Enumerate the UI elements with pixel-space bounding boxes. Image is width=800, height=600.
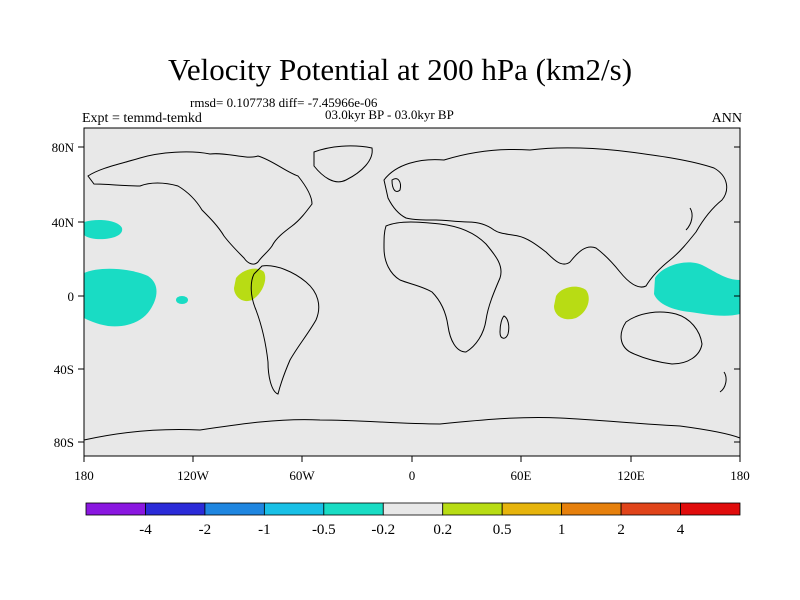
positive-patch-indian-ocean [554,286,589,320]
lon-label-120w: 120W [177,468,210,483]
coast-antarctica [83,416,741,441]
colorbar-label: -0.2 [371,522,395,538]
longitude-labels: 180 120W 60W 0 60E 120E 180 [74,468,750,483]
lon-label-180w: 180 [74,468,94,483]
negative-patch-pacific-north [84,220,123,240]
lat-label-40s: 40S [54,362,74,377]
coast-madagascar [499,315,510,339]
colorbar-label: -2 [199,522,212,538]
lat-label-40n: 40N [52,215,75,230]
negative-patch-west-pacific [654,262,740,316]
colorbar-swatch [85,502,146,516]
lon-label-60w: 60W [289,468,315,483]
lon-label-120e: 120E [617,468,645,483]
colorbar-label: 1 [558,522,566,538]
season-label: ANN [711,111,742,126]
lat-label-0: 0 [68,289,75,304]
colorbar-swatch [442,502,503,516]
colorbar-label: -1 [258,522,271,538]
coast-new-zealand [719,371,727,393]
colorbar-label: -0.5 [312,522,336,538]
colorbar-swatch [382,502,444,516]
coast-australia [620,311,703,365]
colorbar-swatch [680,502,741,516]
positive-patch-central-america [234,268,266,302]
coast-south-america [250,265,320,395]
map-title: Velocity Potential at 200 hPa (km2/s) [167,52,633,87]
negative-patch-pacific-equator [84,268,157,327]
axis-ticks [78,146,741,462]
coast-greenland [313,145,373,183]
anomaly-patches [84,220,740,327]
map-background [84,128,740,456]
experiment-label: Expt = temmd-temkd [82,111,202,126]
lon-label-60e: 60E [511,468,532,483]
lon-label-180e: 180 [730,468,750,483]
period-subtitle: 03.0kyr BP - 03.0kyr BP [325,107,454,122]
lon-label-0: 0 [409,468,416,483]
coast-africa [383,221,502,353]
colorbar-swatch [204,502,265,516]
latitude-labels: 80N 40N 0 40S 80S [52,140,75,450]
colorbar-swatch [561,502,622,516]
colorbar-swatch [145,502,206,516]
coast-uk [391,178,401,193]
colorbar-label: 2 [617,522,625,538]
colorbar-swatch [263,502,325,516]
colorbar: -4 -2 -1 -0.5 -0.2 0.2 0.5 1 2 4 [85,502,741,538]
colorbar-label: 4 [677,522,685,538]
colorbar-swatch [501,502,563,516]
coast-north-america [87,151,313,265]
negative-patch-small [176,296,188,304]
colorbar-swatch [323,502,384,516]
stats-subtitle: rmsd= 0.107738 diff= -7.45966e-06 [190,95,378,110]
coast-eurasia [383,147,728,288]
coastlines [83,145,741,441]
colorbar-swatch [620,502,681,516]
lat-label-80s: 80S [54,435,74,450]
lat-label-80n: 80N [52,140,75,155]
colorbar-label: 0.2 [433,522,452,538]
colorbar-label: -4 [139,522,152,538]
colorbar-label: 0.5 [493,522,512,538]
coast-japan [685,207,693,231]
